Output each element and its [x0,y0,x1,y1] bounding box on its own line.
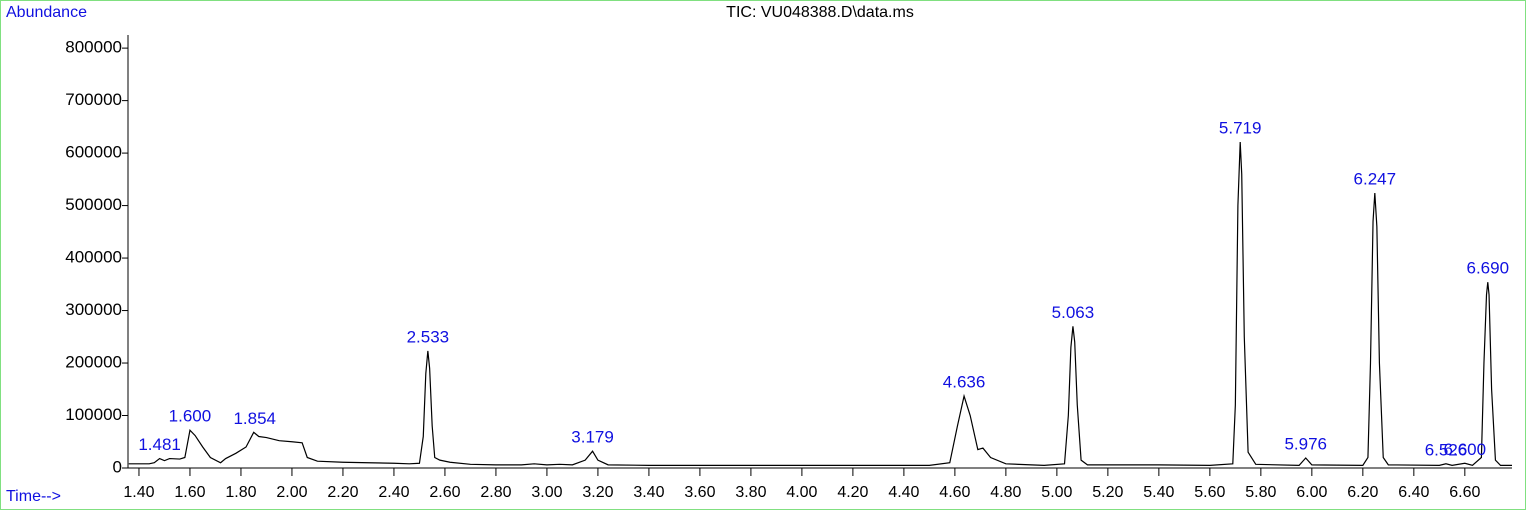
y-tick-label: 500000 [65,195,122,214]
x-tick-label: 5.60 [1194,484,1225,501]
x-tick-label: 3.80 [735,484,766,501]
chart-title: TIC: VU048388.D\data.ms [726,4,914,21]
x-tick-label: 5.20 [1092,484,1123,501]
x-tick-label: 4.00 [786,484,817,501]
y-axis-label: Abundance [6,4,87,21]
x-tick-label: 3.00 [531,484,562,501]
x-tick-label: 5.40 [1143,484,1174,501]
y-tick-label: 300000 [65,300,122,319]
x-tick-label: 6.00 [1296,484,1327,501]
x-tick-label: 6.40 [1398,484,1429,501]
y-tick-label: 100000 [65,405,122,424]
x-tick-label: 1.40 [123,484,154,501]
x-tick-label: 2.00 [276,484,307,501]
x-axis-label: Time--> [6,488,61,505]
x-tick-label: 3.40 [633,484,664,501]
y-tick-label: 700000 [65,90,122,109]
x-tick-label: 3.60 [684,484,715,501]
x-tick-label: 6.20 [1347,484,1378,501]
x-tick-label: 2.40 [378,484,409,501]
peak-label: 4.636 [943,373,986,392]
x-tick-label: 4.60 [939,484,970,501]
peak-label: 1.600 [169,407,212,426]
x-tick-label: 3.20 [582,484,613,501]
x-tick-label: 4.40 [888,484,919,501]
x-tick-label: 6.60 [1449,484,1480,501]
y-tick-label: 800000 [65,38,122,57]
x-tick-label: 5.80 [1245,484,1276,501]
peak-label: 1.481 [138,435,181,454]
x-tick-label: 2.80 [480,484,511,501]
peak-label: 3.179 [571,428,614,447]
x-tick-label: 2.20 [327,484,358,501]
y-tick-label: 0 [113,457,122,476]
x-tick-label: 2.60 [429,484,460,501]
peak-label: 5.063 [1052,303,1095,322]
x-tick-label: 4.80 [990,484,1021,501]
x-tick-label: 1.80 [225,484,256,501]
peak-label: 6.247 [1354,169,1397,188]
peak-label: 5.719 [1219,119,1262,138]
x-tick-label: 5.00 [1041,484,1072,501]
peak-label: 6.690 [1467,259,1510,278]
peak-label: 5.976 [1284,435,1327,454]
peak-label: 2.533 [407,327,450,346]
y-tick-label: 400000 [65,248,122,267]
peak-label: 1.854 [233,409,276,428]
x-tick-label: 4.20 [837,484,868,501]
peak-label: 6.526 [1425,440,1468,459]
y-tick-label: 600000 [65,143,122,162]
x-tick-label: 1.60 [174,484,205,501]
y-tick-label: 200000 [65,353,122,372]
peak-label: 6.600 [1444,440,1487,459]
trace [128,142,1512,467]
